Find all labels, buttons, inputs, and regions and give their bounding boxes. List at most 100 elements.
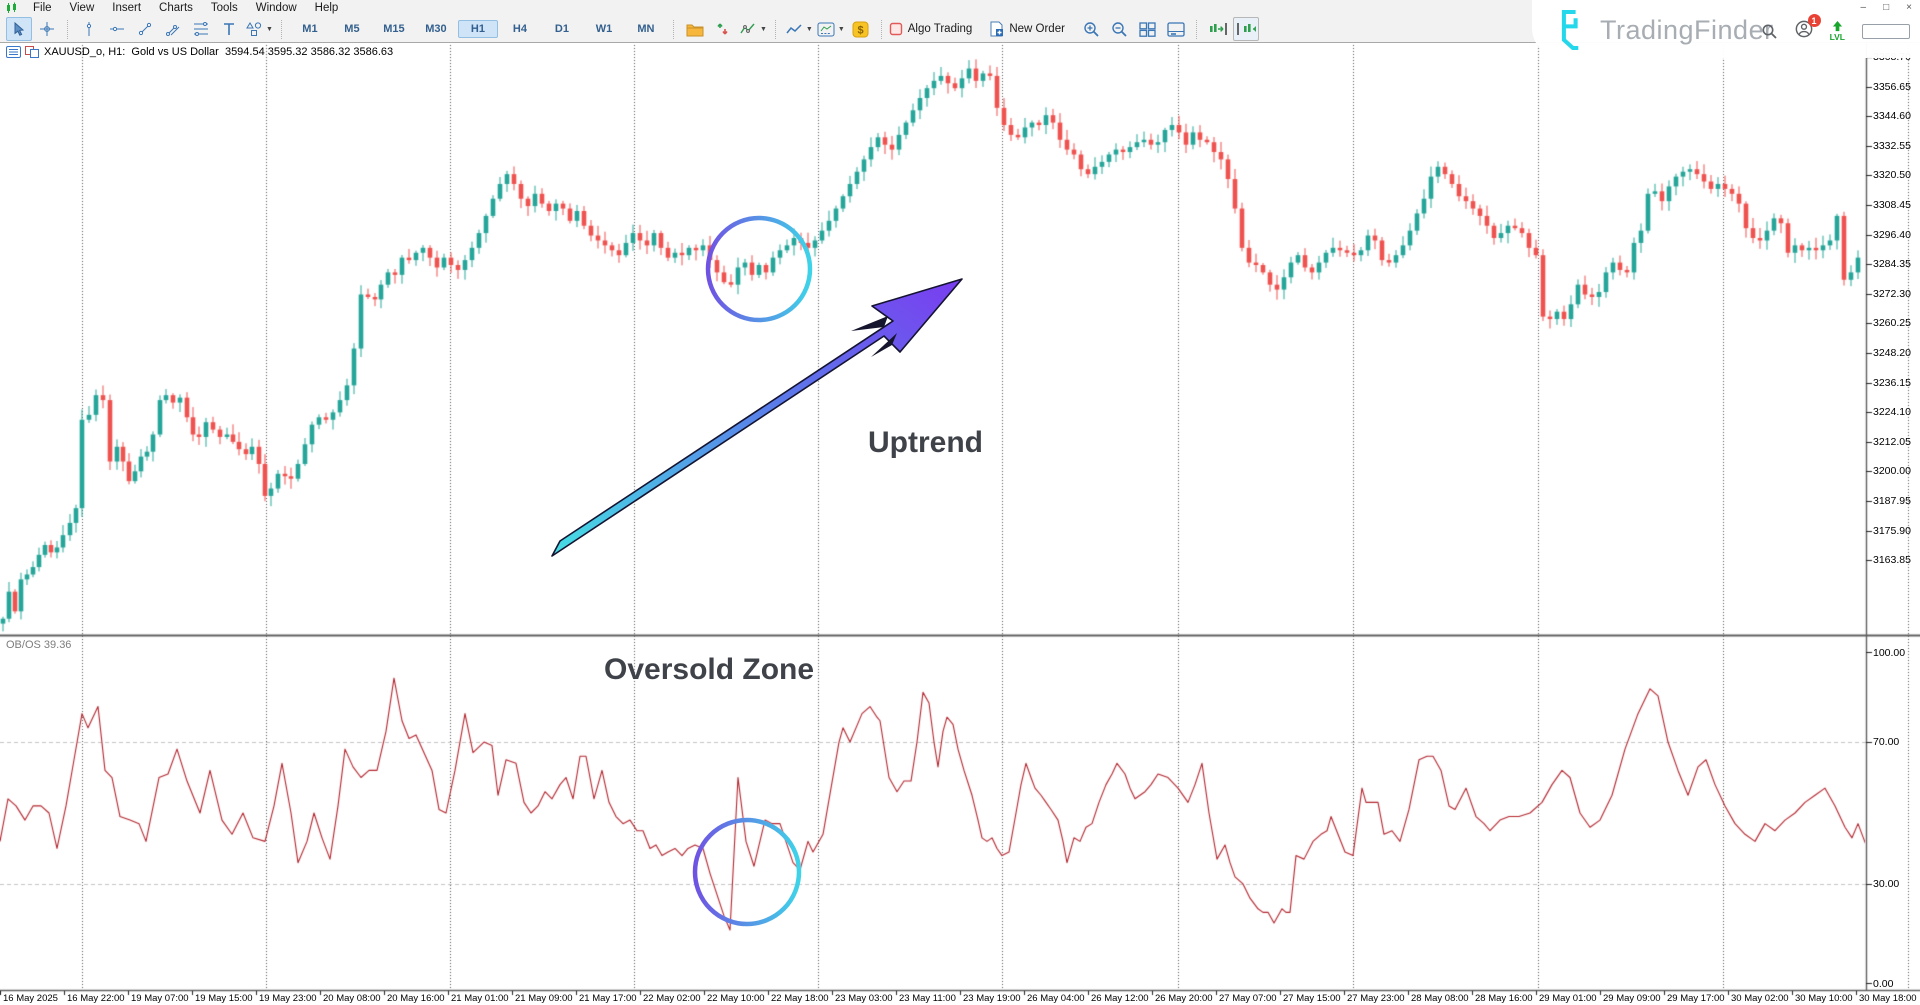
chevron-down-icon: ▼	[266, 25, 273, 33]
menu-item-file[interactable]: File	[33, 2, 52, 14]
price-axis-label: 3356.65	[1873, 80, 1911, 93]
chart-ohlc-header: XAUUSD_o, H1: Gold vs US Dollar 3594.54 …	[6, 46, 393, 58]
menu-item-charts[interactable]: Charts	[159, 2, 193, 14]
buy-sell-arrows-icon[interactable]	[710, 17, 736, 41]
timeframe-m5-button[interactable]: M5	[344, 23, 360, 35]
price-axis-label: 3224.10	[1873, 406, 1911, 419]
zoom-in-icon[interactable]	[1079, 17, 1105, 41]
text-tool-icon[interactable]	[216, 17, 242, 41]
tradingfinder-watermark: TradingFinder 1 LVL	[1532, 0, 1920, 58]
close-button[interactable]: ×	[1906, 2, 1912, 13]
price-axis-label: 3187.95	[1873, 495, 1911, 507]
price-axis-label: 3284.35	[1873, 258, 1911, 271]
time-axis-label: 22 May 02:00	[643, 993, 701, 1004]
chart-windows-icon	[25, 46, 39, 58]
timeframe-w1-button[interactable]: W1	[595, 23, 613, 35]
timeframe-h1-button[interactable]: H1	[457, 20, 498, 38]
search-icon[interactable]	[1761, 23, 1778, 40]
chart-window-icon[interactable]: ▼	[816, 17, 846, 41]
new-order-button[interactable]: New Order	[989, 21, 1068, 37]
chevron-down-icon: ▼	[805, 25, 813, 33]
fibonacci-icon[interactable]	[188, 17, 214, 41]
time-axis-label: 21 May 09:00	[515, 993, 573, 1004]
tile-windows-icon[interactable]	[1135, 17, 1161, 41]
channel-icon[interactable]	[160, 17, 186, 41]
time-axis-label: 21 May 17:00	[579, 993, 637, 1004]
trendline-icon[interactable]	[132, 17, 158, 41]
time-axis-label: 19 May 07:00	[131, 993, 189, 1004]
chart-list-icon	[6, 46, 21, 58]
algo-trading-button[interactable]: Algo Trading	[889, 22, 976, 36]
price-axis-label: 3163.85	[1873, 554, 1911, 567]
time-axis-label: 30 May 02:00	[1731, 993, 1789, 1004]
time-axis-label: 20 May 16:00	[387, 993, 445, 1004]
time-axis-label: 26 May 04:00	[1027, 993, 1085, 1004]
toolbar-separator	[280, 19, 283, 39]
indicator-axis-label: 0.00	[1873, 978, 1894, 990]
time-axis-label: 26 May 20:00	[1155, 993, 1213, 1004]
algo-trading-label: Algo Trading	[907, 23, 973, 35]
menu-item-insert[interactable]: Insert	[112, 2, 142, 14]
timeframe-h4-button[interactable]: H4	[512, 23, 527, 35]
timeframe-m15-button[interactable]: M15	[383, 23, 405, 35]
chart-type-icon[interactable]: ▼	[784, 17, 814, 41]
time-axis-label: 29 May 09:00	[1603, 993, 1661, 1004]
notification-badge: 1	[1807, 14, 1821, 27]
crosshair-icon[interactable]	[34, 17, 60, 41]
time-axis-label: 27 May 07:00	[1219, 993, 1277, 1004]
time-axis-label: 27 May 23:00	[1347, 993, 1405, 1004]
window-controls: – □ ×	[1861, 1, 1912, 14]
menu-item-help[interactable]: Help	[314, 2, 339, 14]
tradingfinder-brand-text: TradingFinder	[1600, 14, 1774, 45]
price-axis-label: 3344.60	[1873, 110, 1911, 123]
menu-item-view[interactable]: View	[69, 2, 95, 14]
time-axis-label: 22 May 18:00	[771, 993, 829, 1004]
price-axis-label: 3212.05	[1873, 435, 1911, 448]
time-axis-label: 22 May 10:00	[707, 993, 765, 1004]
price-axis-label: 3308.45	[1873, 199, 1911, 211]
level-indicator: LVL	[1830, 21, 1845, 42]
toolbar-separator	[67, 19, 69, 39]
time-axis-label: 19 May 23:00	[259, 993, 317, 1004]
shapes-icon[interactable]: ▼	[244, 17, 274, 41]
tradingfinder-logo-icon	[1561, 9, 1579, 51]
time-axis-label: 29 May 01:00	[1539, 993, 1597, 1004]
menu-item-window[interactable]: Window	[255, 2, 297, 14]
time-axis-label: 16 May 2025	[3, 993, 58, 1004]
menu-items: File View Insert Charts Tools Window Help	[24, 1, 347, 15]
svg-text:$: $	[858, 24, 864, 36]
price-axis-label: 3296.40	[1873, 228, 1911, 241]
toolbar-separator	[880, 19, 883, 39]
account-avatar[interactable]: 1	[1795, 14, 1821, 43]
level-up-arrow-icon	[1832, 21, 1842, 32]
dock-window-icon[interactable]	[1163, 17, 1189, 41]
vertical-line-icon[interactable]	[76, 17, 102, 41]
minimize-button[interactable]: –	[1860, 2, 1867, 13]
oversold-zone-label: Oversold Zone	[604, 653, 815, 686]
uptrend-label: Uptrend	[868, 426, 983, 459]
indicators-icon[interactable]: ▼	[738, 17, 768, 41]
new-order-label: New Order	[1009, 23, 1065, 35]
indicator-axis-label: 70.00	[1873, 736, 1900, 749]
time-axis-label: 30 May 10:00	[1795, 993, 1853, 1004]
restore-button[interactable]: □	[1883, 2, 1890, 13]
menu-item-tools[interactable]: Tools	[210, 2, 238, 14]
cursor-icon[interactable]	[6, 17, 32, 41]
chart-shift-right-icon[interactable]	[1205, 17, 1231, 41]
timeframe-m1-button[interactable]: M1	[302, 23, 318, 35]
timeframe-m30-button[interactable]: M30	[425, 23, 447, 35]
time-axis-label: 27 May 15:00	[1283, 993, 1341, 1004]
timeframe-mn-button[interactable]: MN	[637, 23, 655, 35]
chart-shift-left-icon[interactable]	[1232, 17, 1259, 41]
zoom-out-icon[interactable]	[1107, 17, 1133, 41]
dollar-icon[interactable]: $	[848, 17, 874, 41]
time-axis-label: 21 May 01:00	[451, 993, 509, 1004]
folder-icon[interactable]	[682, 17, 708, 41]
time-axis-label: 19 May 15:00	[195, 993, 253, 1004]
menu-bar: File View Insert Charts Tools Window Help	[0, 0, 1920, 16]
timeframe-d1-button[interactable]: D1	[554, 23, 569, 35]
horizontal-line-icon[interactable]	[104, 17, 130, 41]
time-axis-label: 30 May 18:00	[1859, 993, 1917, 1004]
toolbar-separator	[774, 19, 777, 39]
